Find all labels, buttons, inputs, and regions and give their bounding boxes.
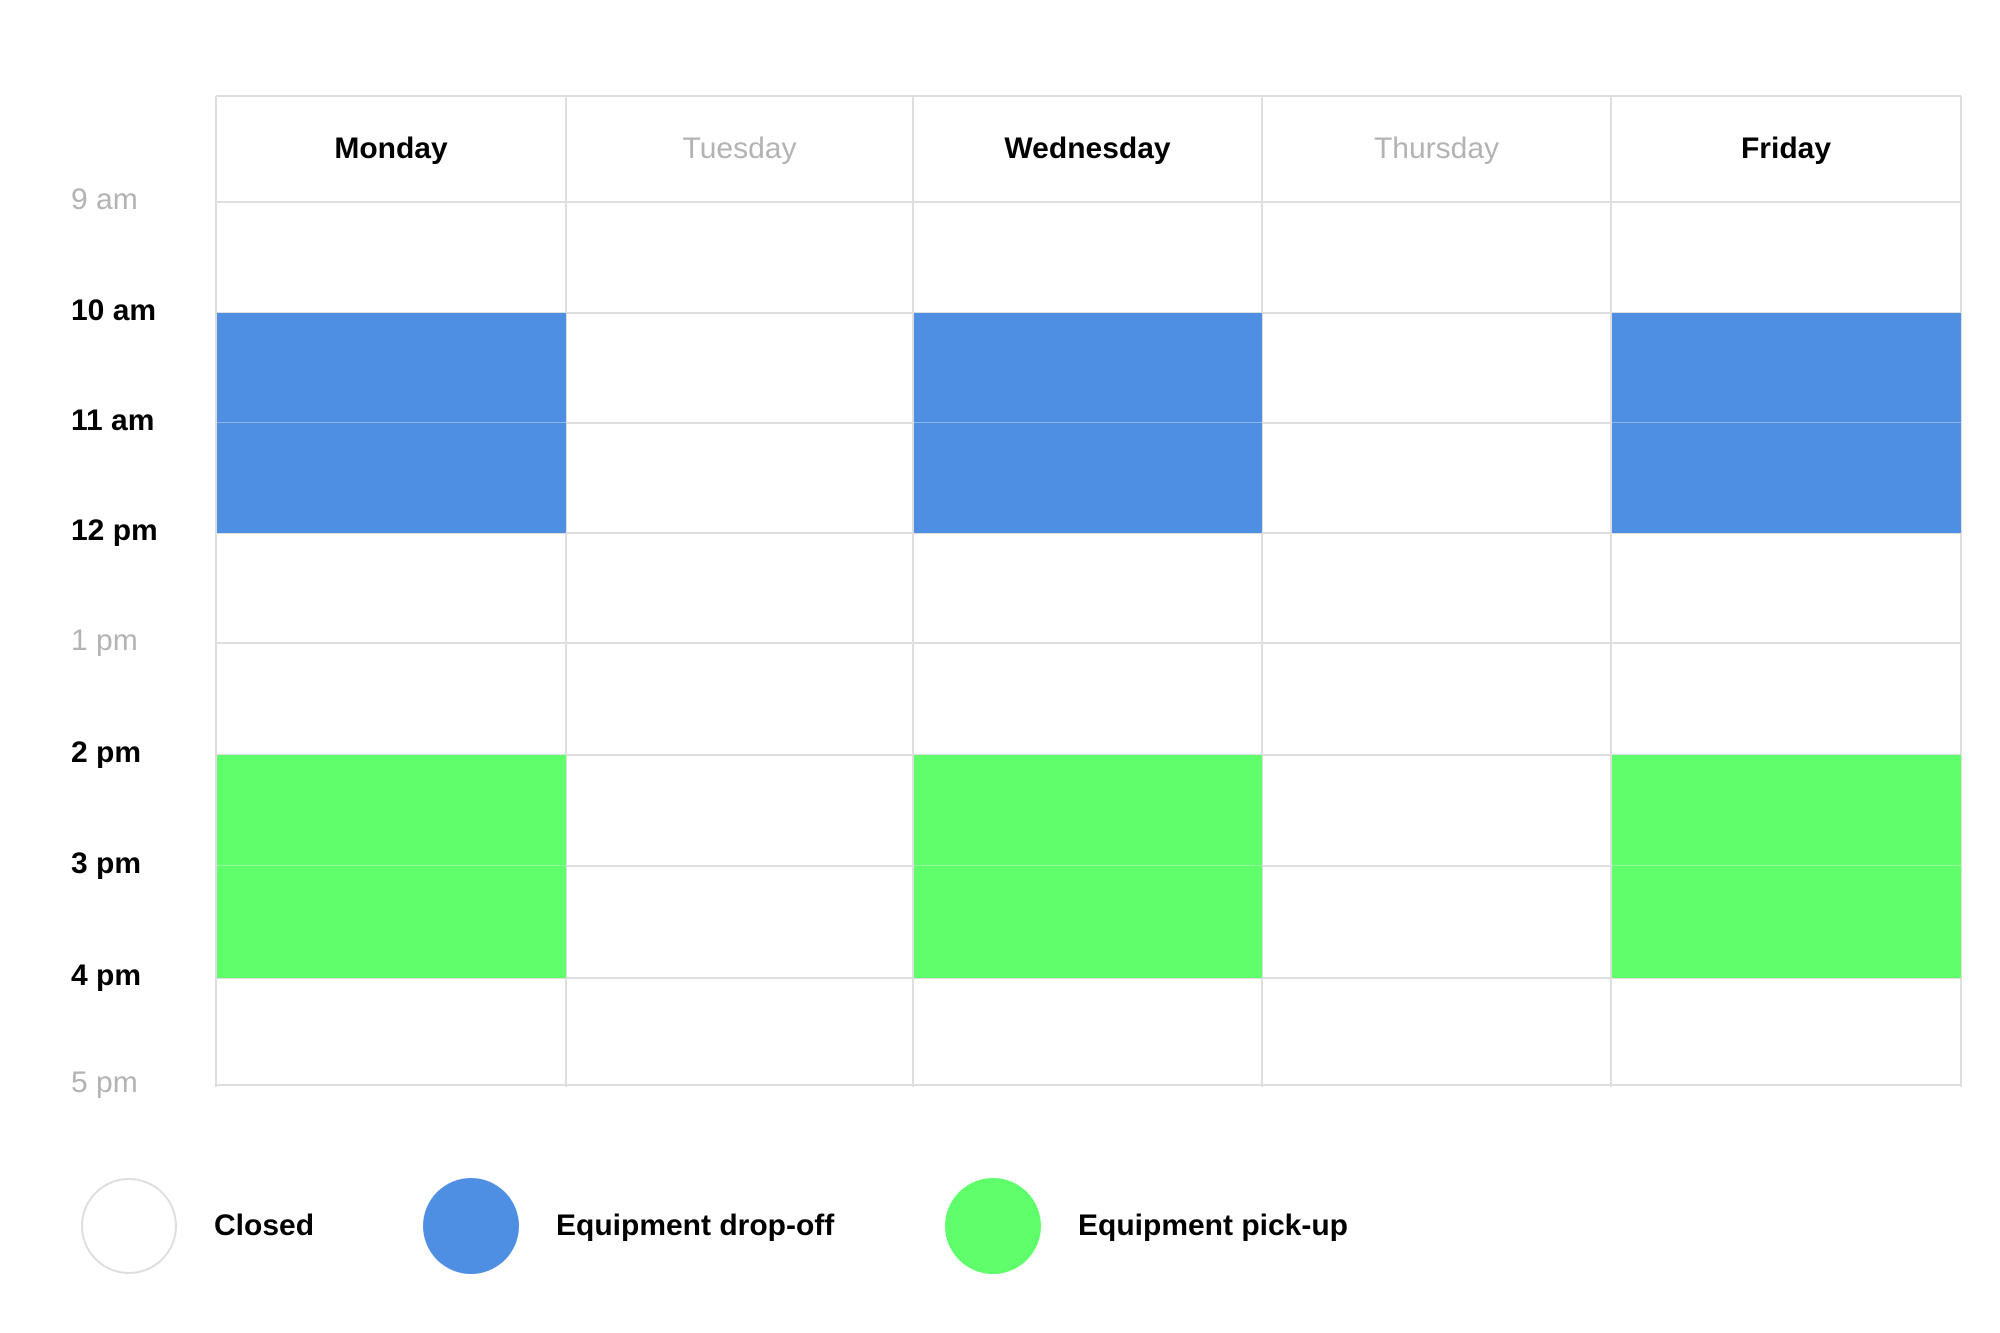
legend-label-dropoff: Equipment drop-off [556,1209,835,1242]
time-label: 4 pm [71,959,142,992]
time-label: 1 pm [71,624,138,657]
legend-swatch-dropoff [423,1178,519,1274]
block-hour-divider [217,865,566,866]
dropoff-block-monday[interactable] [217,313,566,533]
time-label: 12 pm [71,514,158,547]
block-hour-divider [914,422,1262,423]
grid-row-line [216,642,1961,644]
block-hour-divider [217,422,566,423]
day-header-monday: Monday [334,132,448,165]
block-hour-divider [1612,865,1961,866]
time-label: 3 pm [71,847,142,880]
block-hour-divider [914,865,1262,866]
pickup-block-monday[interactable] [217,755,566,978]
time-label: 10 am [71,294,157,327]
grid-column-line [912,96,914,1087]
day-header-tuesday: Tuesday [682,132,797,165]
grid-row-line [216,95,1961,97]
dropoff-block-friday[interactable] [1612,313,1961,533]
time-label: 2 pm [71,736,142,769]
legend-label-pickup: Equipment pick-up [1078,1209,1348,1242]
dropoff-block-wednesday[interactable] [914,313,1262,533]
grid-column-line [1960,96,1962,1087]
grid-row-line [216,1084,1961,1086]
grid-row-line [216,201,1961,203]
block-hour-divider [1612,422,1961,423]
pickup-block-wednesday[interactable] [914,755,1262,978]
pickup-block-friday[interactable] [1612,755,1961,978]
time-label: 11 am [71,404,155,437]
legend-swatch-pickup [945,1178,1041,1274]
grid-column-line [565,96,567,1087]
grid-row-line [216,977,1961,979]
grid-column-line [1261,96,1263,1087]
grid-row-line [216,532,1961,534]
time-label: 9 am [71,183,138,216]
time-label: 5 pm [71,1066,138,1099]
day-header-wednesday: Wednesday [1004,132,1171,165]
day-header-thursday: Thursday [1373,132,1500,165]
grid-column-line [1610,96,1612,1087]
grid-column-line [215,96,217,1087]
legend-label-closed: Closed [214,1209,315,1242]
day-header-friday: Friday [1740,132,1832,165]
legend-swatch-closed [81,1178,177,1274]
